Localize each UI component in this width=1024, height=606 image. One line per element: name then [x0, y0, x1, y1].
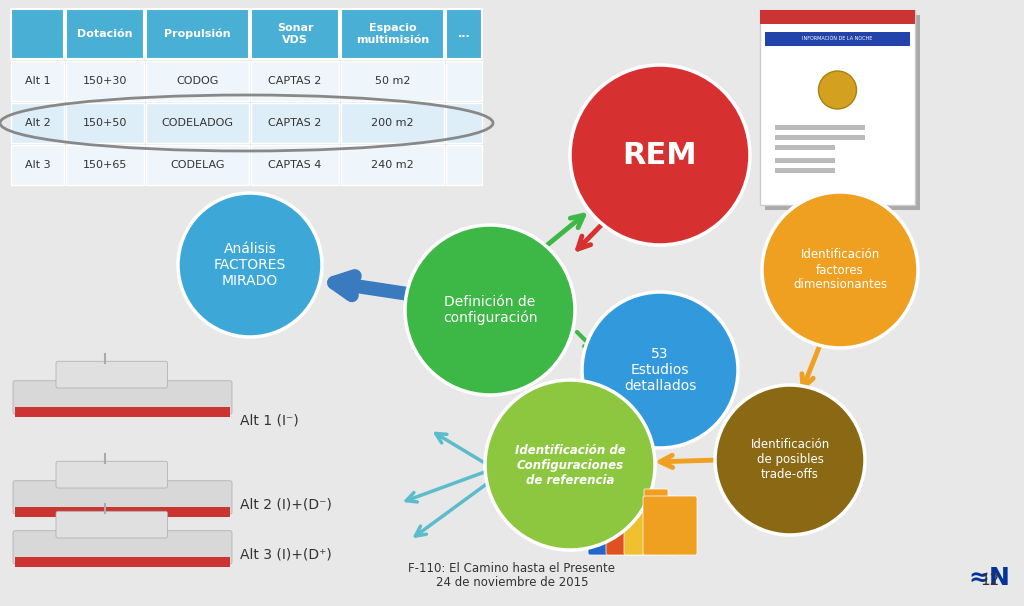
Ellipse shape — [762, 192, 918, 348]
Bar — [146, 145, 249, 185]
Text: Identificación
de posibles
trade-offs: Identificación de posibles trade-offs — [751, 439, 829, 482]
Text: Definición de
configuración: Definición de configuración — [442, 295, 538, 325]
Text: F-110: El Camino hasta el Presente: F-110: El Camino hasta el Presente — [409, 562, 615, 574]
FancyBboxPatch shape — [13, 481, 232, 514]
Bar — [446, 61, 482, 101]
Bar — [66, 9, 144, 59]
FancyBboxPatch shape — [13, 381, 232, 414]
FancyBboxPatch shape — [56, 511, 168, 538]
Bar — [341, 145, 444, 185]
Bar — [15, 557, 230, 567]
Bar — [251, 9, 339, 59]
Bar — [146, 61, 249, 101]
FancyBboxPatch shape — [643, 496, 697, 555]
Bar — [146, 9, 249, 59]
Text: 150+65: 150+65 — [83, 160, 127, 170]
FancyBboxPatch shape — [13, 531, 232, 564]
Text: Propulsión: Propulsión — [164, 28, 230, 39]
Bar — [11, 103, 63, 143]
Bar — [146, 103, 249, 143]
FancyBboxPatch shape — [624, 496, 678, 555]
Bar — [15, 507, 230, 517]
Text: Análisis
FACTORES
MIRADO: Análisis FACTORES MIRADO — [214, 242, 286, 288]
Bar — [765, 32, 910, 46]
Bar — [251, 61, 339, 101]
Bar — [760, 10, 915, 24]
Text: Alt 3 (I)+(D⁺): Alt 3 (I)+(D⁺) — [240, 548, 332, 562]
Text: Alt 1 (I⁻): Alt 1 (I⁻) — [240, 413, 299, 427]
Text: Alt 2: Alt 2 — [25, 118, 50, 128]
Bar — [760, 10, 915, 205]
Bar — [341, 103, 444, 143]
FancyBboxPatch shape — [607, 489, 631, 501]
Text: REM: REM — [623, 141, 697, 170]
Bar — [446, 145, 482, 185]
Bar — [775, 168, 835, 173]
Text: Sonar
VDS: Sonar VDS — [276, 23, 313, 45]
Bar — [775, 145, 835, 150]
Bar — [11, 9, 63, 59]
Text: CAPTAS 2: CAPTAS 2 — [268, 76, 322, 86]
Bar — [446, 103, 482, 143]
FancyBboxPatch shape — [56, 461, 168, 488]
FancyBboxPatch shape — [625, 489, 649, 501]
Bar — [775, 125, 865, 130]
Bar — [251, 103, 339, 143]
Text: 12: 12 — [981, 573, 1000, 588]
Bar — [775, 158, 835, 163]
Text: CODELADOG: CODELADOG — [162, 118, 233, 128]
Bar — [765, 15, 920, 210]
Text: CAPTAS 4: CAPTAS 4 — [268, 160, 322, 170]
Text: 150+50: 150+50 — [83, 118, 127, 128]
Text: ...: ... — [458, 29, 470, 39]
FancyBboxPatch shape — [589, 489, 613, 501]
Text: 150+30: 150+30 — [83, 76, 127, 86]
Bar — [66, 145, 144, 185]
Text: Identificación
factores
dimensionantes: Identificación factores dimensionantes — [793, 248, 887, 291]
Ellipse shape — [178, 193, 322, 337]
Bar — [775, 135, 865, 140]
Text: ≈N: ≈N — [968, 566, 1010, 590]
Text: Alt 3: Alt 3 — [25, 160, 50, 170]
Ellipse shape — [406, 225, 575, 395]
Text: CODELAG: CODELAG — [170, 160, 224, 170]
Ellipse shape — [570, 65, 750, 245]
Text: 240 m2: 240 m2 — [371, 160, 414, 170]
Text: 200 m2: 200 m2 — [371, 118, 414, 128]
Bar — [446, 9, 482, 59]
Ellipse shape — [582, 292, 738, 448]
FancyBboxPatch shape — [606, 496, 660, 555]
FancyBboxPatch shape — [588, 496, 642, 555]
Text: 53
Estudios
detallados: 53 Estudios detallados — [624, 347, 696, 393]
Bar — [11, 145, 63, 185]
Bar — [341, 9, 444, 59]
Bar — [341, 61, 444, 101]
Text: Dotación: Dotación — [77, 29, 133, 39]
Text: Identificación de
Configuraciones
de referencia: Identificación de Configuraciones de ref… — [515, 444, 626, 487]
Text: INFORMACIÓN DE LA NOCHE: INFORMACIÓN DE LA NOCHE — [803, 36, 872, 41]
Text: Espacio
multimisión: Espacio multimisión — [356, 23, 429, 45]
Bar — [251, 145, 339, 185]
Ellipse shape — [485, 380, 655, 550]
Ellipse shape — [818, 71, 856, 109]
FancyBboxPatch shape — [56, 361, 168, 388]
Bar — [66, 103, 144, 143]
Text: 50 m2: 50 m2 — [375, 76, 411, 86]
Text: 24 de noviembre de 2015: 24 de noviembre de 2015 — [436, 576, 588, 588]
FancyBboxPatch shape — [644, 489, 668, 501]
Bar — [15, 407, 230, 417]
Ellipse shape — [715, 385, 865, 535]
Text: Alt 1: Alt 1 — [25, 76, 50, 86]
Bar — [66, 61, 144, 101]
Text: Alt 2 (I)+(D⁻): Alt 2 (I)+(D⁻) — [240, 498, 332, 512]
Text: CAPTAS 2: CAPTAS 2 — [268, 118, 322, 128]
Text: CODOG: CODOG — [176, 76, 219, 86]
Bar — [11, 61, 63, 101]
